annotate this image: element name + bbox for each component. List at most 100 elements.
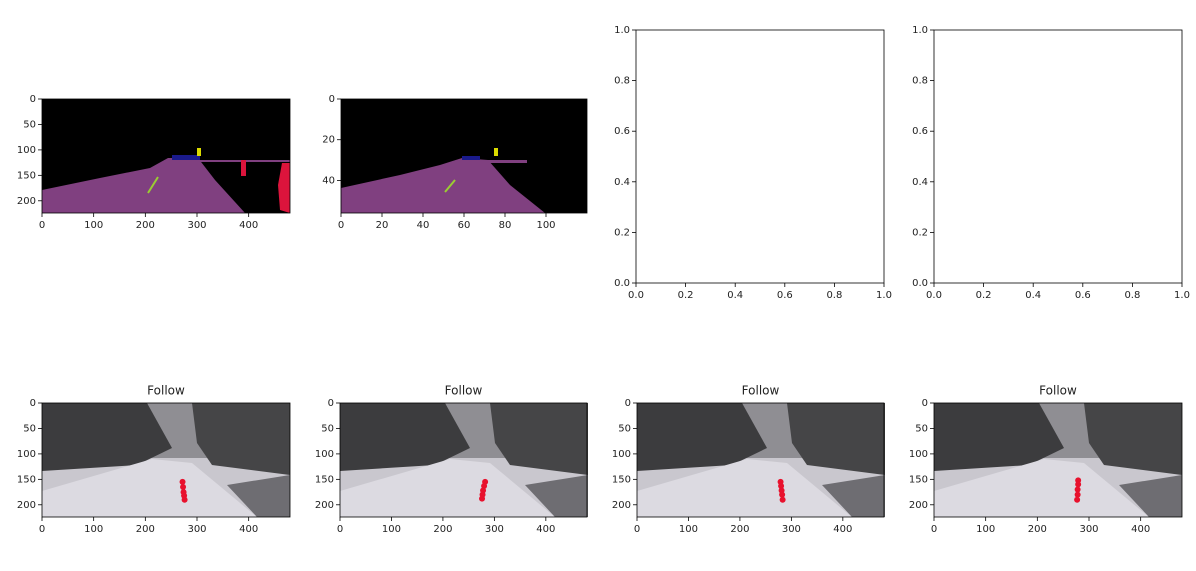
x-tick-label: 0.4 [1025,290,1041,301]
point [1074,496,1081,503]
y-tick-label: 100 [17,145,36,156]
x-tick-label: 100 [382,524,401,535]
x-tick-label: 400 [536,524,555,535]
y-tick-label: 0.8 [912,76,928,87]
x-tick-label: 100 [679,524,698,535]
camera-image [42,403,290,517]
x-tick-label: 400 [1131,524,1150,535]
x-tick-label: 300 [485,524,504,535]
y-tick-label: 100 [17,449,36,460]
point [481,482,488,489]
y-tick-label: 200 [909,500,928,511]
x-tick-label: 0.6 [1075,290,1091,301]
point [181,496,188,503]
x-tick-label: 0 [634,524,640,535]
x-tick-label: 100 [84,524,103,535]
x-tick-label: 0.0 [628,290,644,301]
camera-image [934,403,1182,517]
x-tick-label: 300 [187,220,206,231]
y-tick-label: 0 [625,398,631,409]
panel-title: Follow [147,384,185,398]
y-tick-label: 200 [17,500,36,511]
point [779,496,786,503]
x-tick-label: 0.8 [1124,290,1140,301]
y-tick-label: 0.4 [912,177,928,188]
x-tick-label: 200 [433,524,452,535]
axes-frame [933,402,1183,518]
y-tick-label: 0 [329,94,335,105]
y-tick-label: 150 [315,474,334,485]
y-tick-label: 150 [612,474,631,485]
y-tick-label: 0.0 [614,278,630,289]
x-tick-label: 0.6 [777,290,793,301]
camera-image [340,403,588,517]
y-tick-label: 0.8 [614,76,630,87]
x-tick-label: 100 [536,220,555,231]
x-tick-label: 300 [187,524,206,535]
y-tick-label: 100 [315,449,334,460]
x-tick-label: 60 [458,220,471,231]
x-tick-label: 0 [337,524,343,535]
y-tick-label: 40 [322,175,335,186]
y-tick-label: 0 [328,398,334,409]
x-tick-label: 0 [931,524,937,535]
point [1074,491,1081,498]
point [1074,486,1081,493]
x-tick-label: 400 [833,524,852,535]
x-tick-label: 100 [976,524,995,535]
y-tick-label: 0.4 [614,177,630,188]
point [1075,481,1082,488]
y-tick-label: 150 [17,474,36,485]
axes-frame [636,402,885,518]
y-tick-label: 200 [612,500,631,511]
y-tick-label: 150 [909,474,928,485]
x-tick-label: 100 [84,220,103,231]
x-tick-label: 200 [1028,524,1047,535]
x-tick-label: 200 [136,220,155,231]
y-tick-label: 0.6 [614,126,630,137]
y-tick-label: 1.0 [912,25,928,36]
panel-title: Follow [1039,384,1077,398]
point [479,495,486,502]
axes-frame [41,98,291,214]
point [779,491,786,498]
x-tick-label: 0.8 [826,290,842,301]
y-tick-label: 50 [23,423,36,434]
x-tick-label: 1.0 [1174,290,1190,301]
y-tick-label: 20 [322,135,335,146]
axes-frame [635,29,885,284]
y-tick-label: 0 [30,94,36,105]
y-tick-label: 200 [315,500,334,511]
y-tick-label: 0.2 [614,227,630,238]
x-tick-label: 0 [39,524,45,535]
y-tick-label: 0.2 [912,227,928,238]
x-tick-label: 400 [239,220,258,231]
y-tick-label: 0.6 [912,126,928,137]
y-tick-label: 200 [17,196,36,207]
segmentation-image [341,99,587,213]
y-tick-label: 100 [612,449,631,460]
x-tick-label: 0 [338,220,344,231]
y-tick-label: 50 [23,119,36,130]
x-tick-label: 20 [376,220,389,231]
x-tick-label: 0.2 [678,290,694,301]
x-tick-label: 0.2 [976,290,992,301]
x-tick-label: 300 [1079,524,1098,535]
segmentation-image [42,99,290,213]
x-tick-label: 80 [499,220,512,231]
panel-title: Follow [742,384,780,398]
x-tick-label: 0 [39,220,45,231]
y-tick-label: 0.0 [912,278,928,289]
panel-title: Follow [445,384,483,398]
x-tick-label: 0.4 [727,290,743,301]
x-tick-label: 0.0 [926,290,942,301]
y-tick-label: 100 [909,449,928,460]
y-tick-label: 0 [30,398,36,409]
y-tick-label: 50 [321,423,334,434]
x-tick-label: 1.0 [876,290,892,301]
camera-image [637,403,885,517]
x-tick-label: 300 [782,524,801,535]
y-tick-label: 150 [17,170,36,181]
y-tick-label: 0 [922,398,928,409]
